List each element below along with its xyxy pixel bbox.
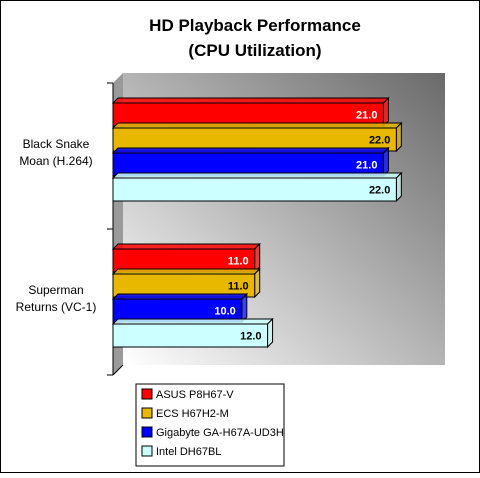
category-label-0-line-1: Moan (H.264) — [19, 154, 92, 168]
legend-label-intel-dh67bl: Intel DH67BL — [156, 446, 221, 458]
category-label-1-line-1: Returns (VC-1) — [16, 300, 97, 314]
bar-side-asus-p8h67-v-0 — [382, 96, 389, 128]
bar-top-ecs-h67h2-m-0 — [111, 122, 403, 129]
bar-side-ecs-h67h2-m-1 — [254, 267, 261, 299]
data-label-asus-p8h67-v-0: 21.0 — [356, 110, 377, 122]
data-label-intel-dh67bl-0: 22.0 — [369, 185, 390, 197]
bar-side-gigabyte-ga-h67a-ud3h-0 — [382, 146, 389, 178]
bar-side-ecs-h67h2-m-0 — [395, 121, 402, 153]
plot-area: 21.0 22.0 21.0 22.0 11.0 11.0 10.0 12.0 — [107, 73, 445, 376]
data-label-ecs-h67h2-m-0: 22.0 — [369, 135, 390, 147]
category-label-0-line-0: Black Snake — [23, 137, 90, 151]
category-labels: Black Snake Moan (H.264) Superman Returns (… — [16, 137, 97, 314]
data-label-ecs-h67h2-m-1: 11.0 — [228, 281, 249, 293]
bar-top-gigabyte-ga-h67a-ud3h-0 — [111, 147, 390, 154]
bar-top-gigabyte-ga-h67a-ud3h-1 — [111, 293, 249, 300]
bar-side-asus-p8h67-v-1 — [254, 242, 261, 274]
category-label-1-line-0: Superman — [28, 283, 83, 297]
chart-title-line-2: (CPU Utilization) — [188, 41, 321, 60]
legend-swatch-ecs-h67h2-m — [141, 407, 153, 419]
bar-intel-dh67bl-1 — [112, 323, 269, 348]
bar-side-gigabyte-ga-h67a-ud3h-1 — [241, 292, 248, 324]
data-label-gigabyte-ga-h67a-ud3h-0: 21.0 — [356, 160, 377, 172]
legend-label-ecs-h67h2-m: ECS H67H2-M — [156, 408, 229, 420]
bar-top-ecs-h67h2-m-1 — [111, 268, 261, 275]
bar-top-intel-dh67bl-1 — [111, 318, 274, 325]
legend-label-asus-p8h67-v: ASUS P8H67-V — [156, 389, 234, 401]
legend-label-gigabyte-ga-h67a-ud3h: Gigabyte GA-H67A-UD3H — [156, 427, 284, 439]
legend-swatch-asus-p8h67-v — [141, 388, 153, 400]
data-label-intel-dh67bl-1: 12.0 — [240, 331, 261, 343]
bar-side-intel-dh67bl-0 — [395, 171, 402, 203]
bar-top-intel-dh67bl-0 — [111, 172, 403, 179]
legend: ASUS P8H67-V ECS H67H2-M Gigabyte GA-H67A-… — [135, 383, 285, 467]
data-label-asus-p8h67-v-1: 11.0 — [228, 256, 249, 268]
chart-title-line-1: HD Playback Performance — [149, 16, 361, 35]
legend-swatch-intel-dh67bl — [141, 445, 153, 457]
data-label-gigabyte-ga-h67a-ud3h-1: 10.0 — [214, 306, 235, 318]
legend-box — [135, 383, 285, 467]
legend-swatch-gigabyte-ga-h67a-ud3h — [141, 426, 153, 438]
bar-top-asus-p8h67-v-1 — [111, 243, 261, 250]
bar-intel-dh67bl-0 — [112, 177, 397, 202]
bar-side-intel-dh67bl-1 — [267, 317, 274, 349]
bar-top-asus-p8h67-v-0 — [111, 97, 390, 104]
axis-corner-line — [112, 364, 124, 376]
